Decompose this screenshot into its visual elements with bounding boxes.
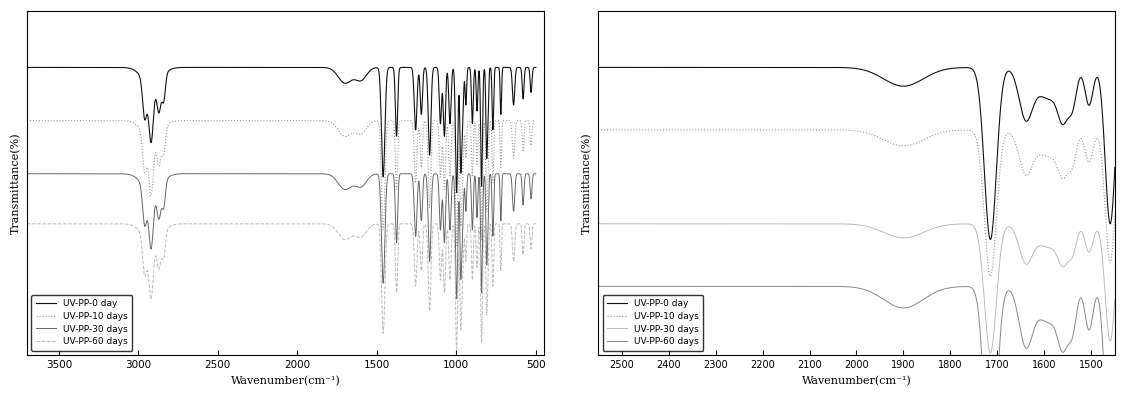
UV-PP-10 days bbox=[450, 243, 464, 248]
Line: UV-PP-10 days: UV-PP-10 days bbox=[598, 130, 1115, 276]
UV-PP-0 day bbox=[513, 65, 527, 70]
UV-PP-30 days bbox=[390, 240, 403, 245]
UV-PP-0 day bbox=[842, 66, 856, 70]
UV-PP-30 days bbox=[618, 222, 632, 226]
UV-PP-0 day bbox=[1108, 165, 1121, 170]
UV-PP-10 days bbox=[390, 187, 403, 191]
UV-PP-0 day bbox=[829, 65, 842, 70]
UV-PP-10 days bbox=[238, 118, 251, 123]
Y-axis label: Transmittance(%): Transmittance(%) bbox=[582, 132, 592, 234]
UV-PP-30 days bbox=[262, 172, 276, 176]
Line: UV-PP-30 days: UV-PP-30 days bbox=[27, 174, 536, 299]
UV-PP-60 days bbox=[390, 290, 403, 295]
UV-PP-10 days bbox=[618, 127, 632, 132]
Legend: UV-PP-0 day, UV-PP-10 days, UV-PP-30 days, UV-PP-60 days: UV-PP-0 day, UV-PP-10 days, UV-PP-30 day… bbox=[602, 295, 704, 351]
UV-PP-60 days bbox=[529, 222, 543, 226]
UV-PP-0 day bbox=[238, 65, 251, 70]
UV-PP-0 day bbox=[1093, 87, 1107, 91]
Line: UV-PP-60 days: UV-PP-60 days bbox=[27, 224, 536, 349]
UV-PP-0 day bbox=[618, 65, 632, 70]
UV-PP-30 days bbox=[1093, 237, 1107, 242]
Legend: UV-PP-0 day, UV-PP-10 days, UV-PP-30 days, UV-PP-60 days: UV-PP-0 day, UV-PP-10 days, UV-PP-30 day… bbox=[32, 295, 133, 351]
Line: UV-PP-0 day: UV-PP-0 day bbox=[27, 67, 536, 193]
UV-PP-0 day bbox=[1093, 85, 1107, 89]
UV-PP-0 day bbox=[529, 65, 543, 70]
UV-PP-30 days bbox=[513, 172, 527, 176]
UV-PP-60 days bbox=[20, 222, 34, 226]
UV-PP-0 day bbox=[234, 65, 248, 70]
Line: UV-PP-30 days: UV-PP-30 days bbox=[598, 224, 1115, 353]
UV-PP-30 days bbox=[983, 351, 997, 355]
UV-PP-30 days bbox=[450, 297, 464, 301]
UV-PP-0 day bbox=[450, 190, 464, 195]
UV-PP-10 days bbox=[262, 118, 276, 123]
UV-PP-30 days bbox=[999, 227, 1012, 232]
UV-PP-30 days bbox=[829, 222, 842, 226]
UV-PP-30 days bbox=[1093, 236, 1107, 241]
UV-PP-0 day bbox=[20, 65, 34, 70]
UV-PP-60 days bbox=[489, 223, 502, 228]
UV-PP-10 days bbox=[983, 274, 997, 279]
UV-PP-30 days bbox=[20, 172, 34, 176]
UV-PP-10 days bbox=[529, 118, 543, 123]
Line: UV-PP-10 days: UV-PP-10 days bbox=[27, 121, 536, 246]
UV-PP-30 days bbox=[1108, 297, 1121, 301]
UV-PP-10 days bbox=[591, 127, 605, 132]
UV-PP-60 days bbox=[999, 293, 1012, 298]
UV-PP-30 days bbox=[529, 172, 543, 176]
UV-PP-30 days bbox=[234, 172, 248, 176]
UV-PP-10 days bbox=[234, 118, 248, 123]
UV-PP-60 days bbox=[829, 284, 842, 289]
UV-PP-60 days bbox=[1093, 306, 1107, 311]
UV-PP-10 days bbox=[829, 127, 842, 132]
UV-PP-60 days bbox=[1093, 308, 1107, 313]
UV-PP-60 days bbox=[513, 222, 527, 226]
UV-PP-0 day bbox=[262, 65, 276, 70]
UV-PP-60 days bbox=[591, 284, 605, 289]
UV-PP-30 days bbox=[591, 222, 605, 226]
UV-PP-60 days bbox=[262, 222, 276, 226]
UV-PP-10 days bbox=[842, 128, 856, 133]
Line: UV-PP-60 days: UV-PP-60 days bbox=[598, 286, 1115, 397]
Line: UV-PP-0 day: UV-PP-0 day bbox=[598, 67, 1115, 239]
UV-PP-0 day bbox=[591, 65, 605, 70]
UV-PP-10 days bbox=[1108, 213, 1121, 218]
UV-PP-10 days bbox=[513, 118, 527, 123]
UV-PP-10 days bbox=[1093, 144, 1107, 149]
UV-PP-60 days bbox=[450, 347, 464, 351]
Y-axis label: Transmittance(%): Transmittance(%) bbox=[11, 132, 21, 234]
X-axis label: Wavenumber(cm⁻¹): Wavenumber(cm⁻¹) bbox=[231, 376, 340, 386]
UV-PP-0 day bbox=[489, 67, 502, 71]
UV-PP-10 days bbox=[1093, 146, 1107, 150]
UV-PP-0 day bbox=[983, 237, 997, 242]
UV-PP-0 day bbox=[999, 73, 1012, 78]
UV-PP-0 day bbox=[390, 134, 403, 139]
UV-PP-10 days bbox=[20, 118, 34, 123]
UV-PP-10 days bbox=[489, 120, 502, 125]
UV-PP-60 days bbox=[238, 222, 251, 226]
UV-PP-60 days bbox=[842, 285, 856, 289]
UV-PP-10 days bbox=[999, 135, 1012, 139]
UV-PP-60 days bbox=[618, 284, 632, 289]
UV-PP-30 days bbox=[489, 173, 502, 178]
X-axis label: Wavenumber(cm⁻¹): Wavenumber(cm⁻¹) bbox=[802, 376, 911, 386]
UV-PP-60 days bbox=[234, 222, 248, 226]
UV-PP-30 days bbox=[238, 172, 251, 176]
UV-PP-30 days bbox=[842, 222, 856, 227]
